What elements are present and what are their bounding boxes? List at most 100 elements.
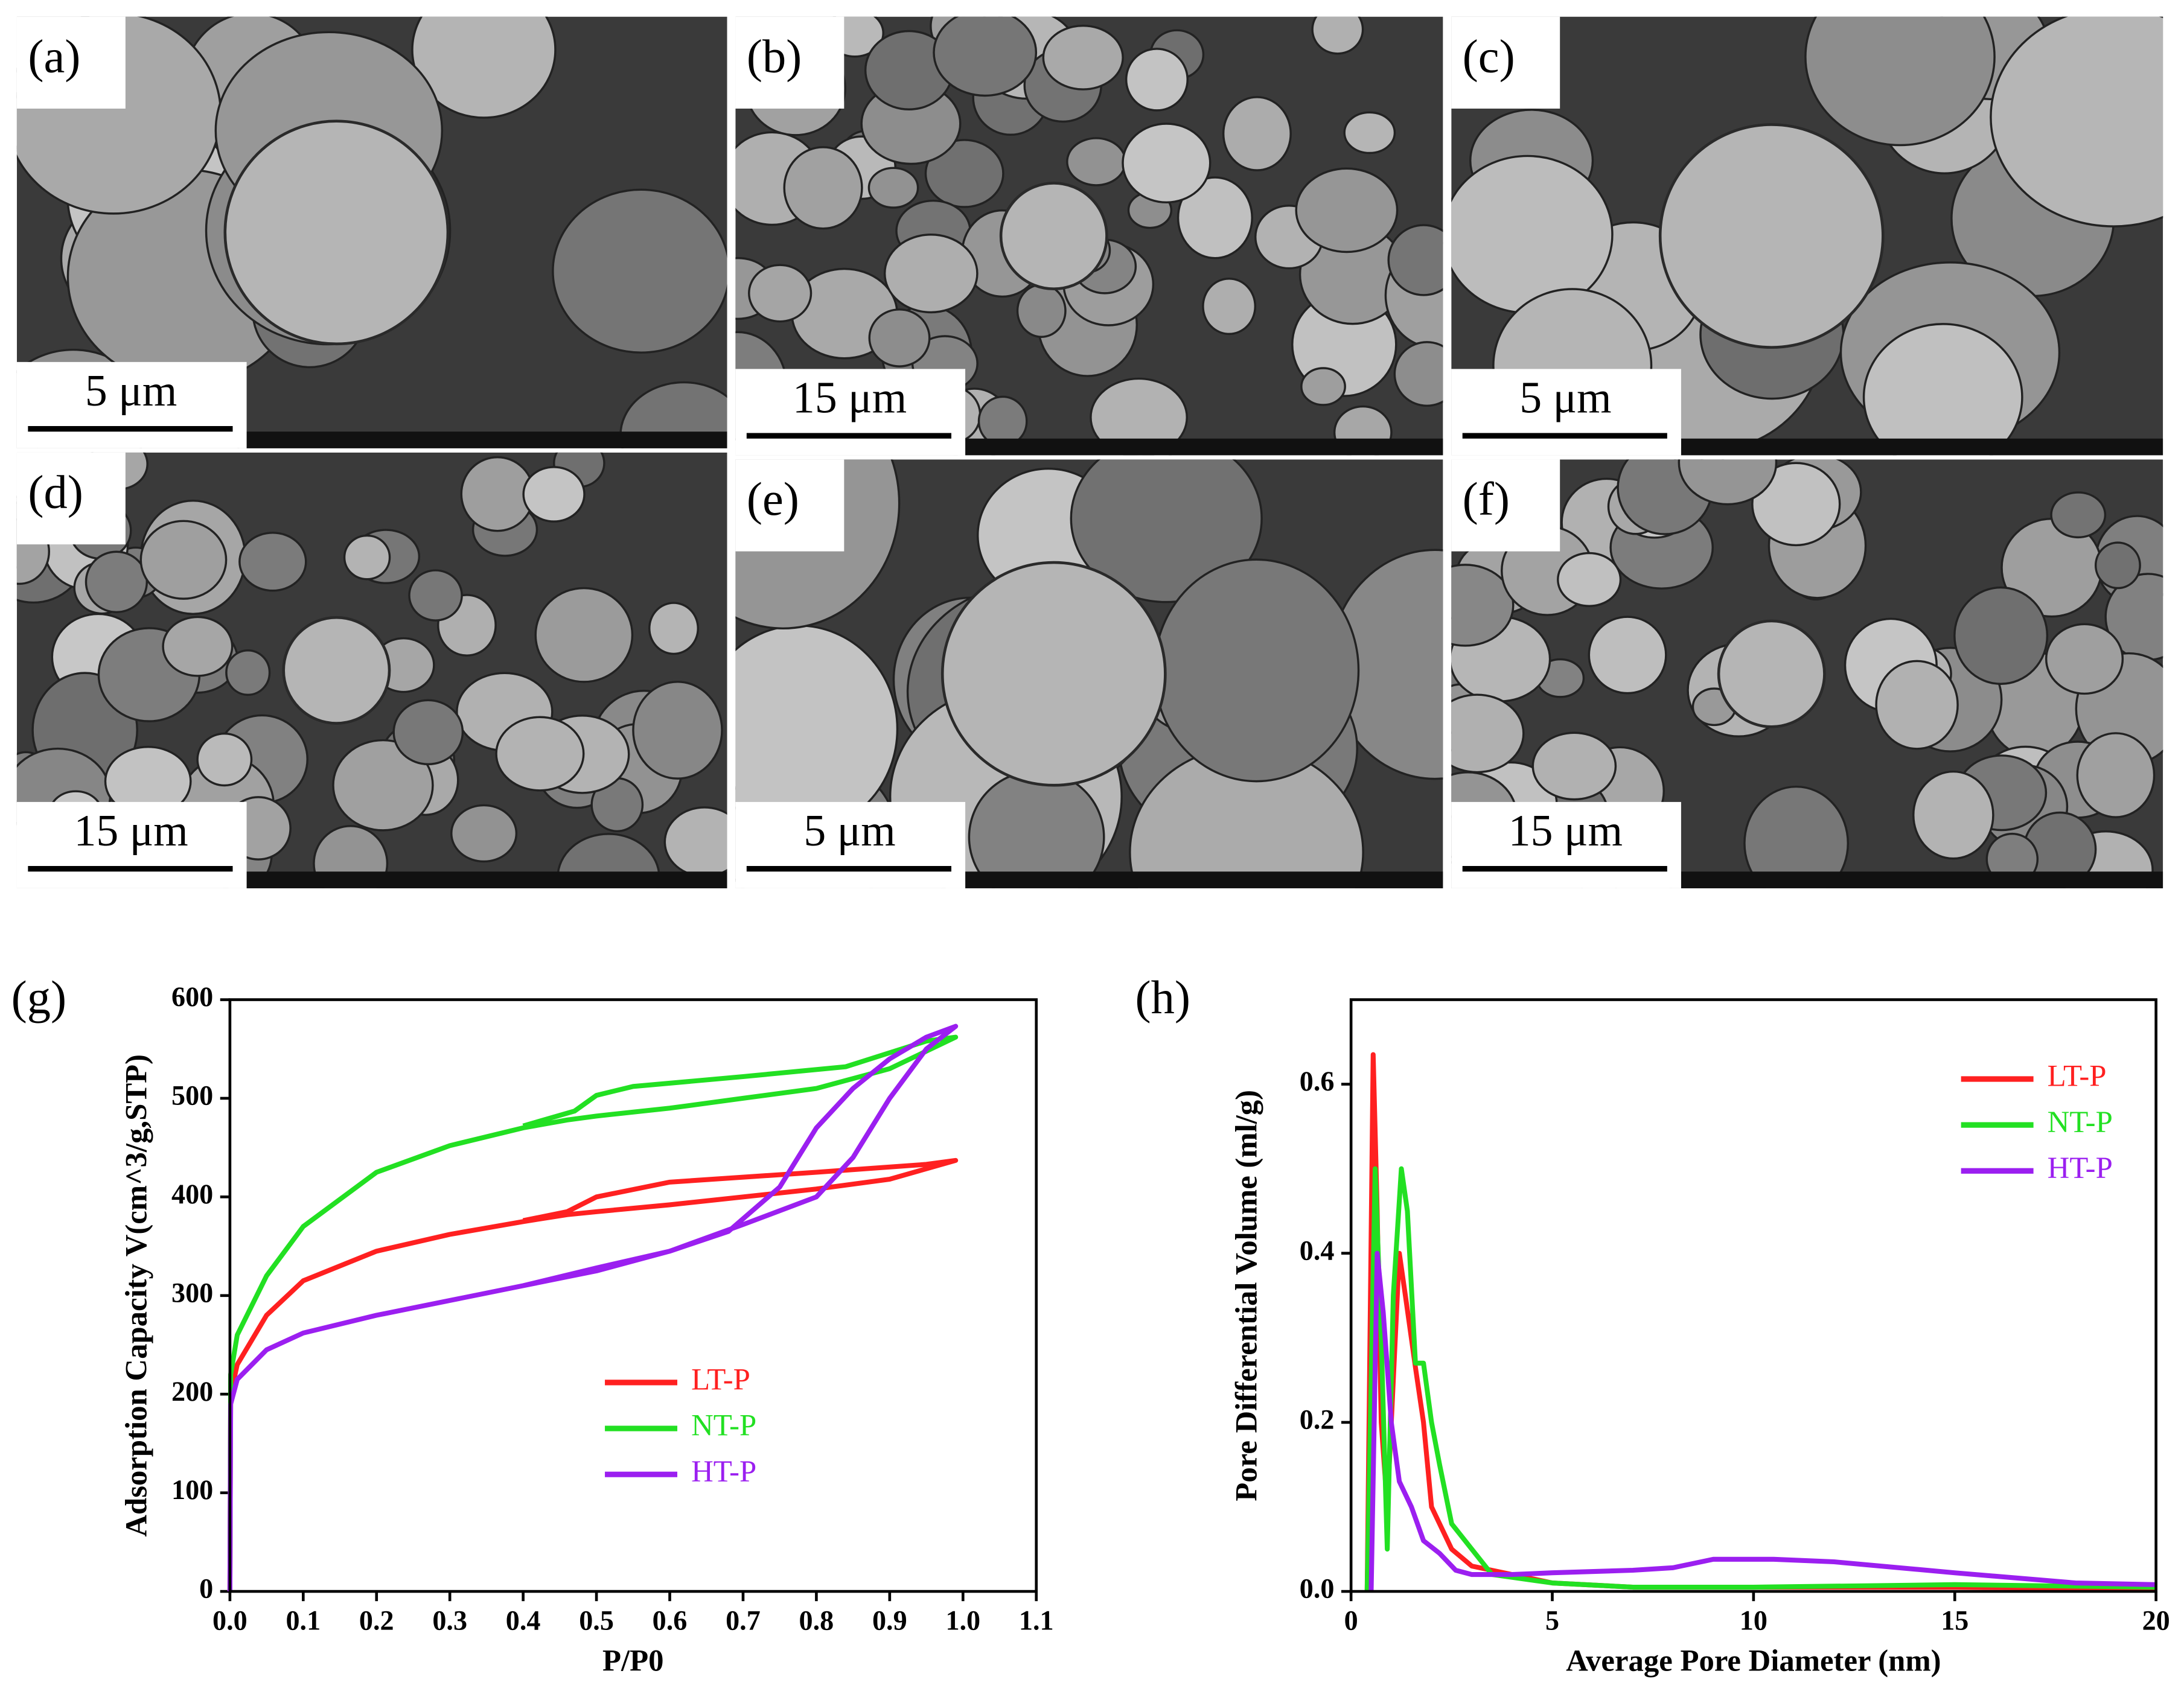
x-tick-label: 0.3 xyxy=(432,1605,467,1636)
info-strip xyxy=(965,871,1443,888)
sem-image: (a) 5 μm xyxy=(16,16,727,448)
particle xyxy=(1016,284,1067,338)
x-tick-label: 0.5 xyxy=(579,1605,614,1636)
particle xyxy=(1300,367,1346,406)
panel-label: (f) xyxy=(1463,473,1510,525)
y-tick-label: 100 xyxy=(171,1474,213,1505)
sem-image: (e) 5 μm xyxy=(735,459,1443,888)
panel-label: (b) xyxy=(747,30,802,83)
scale-box xyxy=(735,369,966,456)
particle xyxy=(2050,491,2107,539)
y-tick-label: 0.0 xyxy=(1300,1573,1335,1604)
x-tick-label: 0.4 xyxy=(506,1605,541,1636)
series-line xyxy=(227,1034,959,1592)
particle xyxy=(1953,586,2049,685)
label-box xyxy=(16,16,126,109)
scale-text: 5 μm xyxy=(1519,373,1611,422)
particle xyxy=(552,188,727,354)
particle xyxy=(1658,123,1885,349)
x-axis-title: P/P0 xyxy=(602,1644,663,1678)
scale-box xyxy=(16,801,247,888)
particle xyxy=(343,534,391,581)
panel-label: (c) xyxy=(1463,30,1515,83)
particle xyxy=(1393,341,1443,407)
sem-image: (f) 15 μm xyxy=(1451,459,2163,888)
particle xyxy=(139,520,228,600)
legend-text: HT-P xyxy=(691,1454,756,1488)
scale-text: 15 μm xyxy=(74,806,188,855)
series-line xyxy=(1368,1250,2156,1592)
particle xyxy=(162,616,234,677)
particle xyxy=(238,532,307,592)
x-tick-label: 20 xyxy=(2142,1605,2170,1636)
x-tick-label: 0 xyxy=(1344,1605,1358,1636)
particle xyxy=(1125,48,1189,112)
series-line xyxy=(227,1157,959,1592)
particle xyxy=(2076,732,2156,818)
particle xyxy=(522,466,586,523)
particle xyxy=(1743,785,1850,888)
particle xyxy=(1990,16,2163,228)
particle xyxy=(783,146,863,230)
scale-box xyxy=(1451,801,1681,888)
particle xyxy=(196,732,253,787)
x-tick-label: 0.2 xyxy=(359,1605,394,1636)
particle xyxy=(1557,552,1622,607)
info-strip xyxy=(965,438,1443,456)
particle xyxy=(977,395,1028,447)
y-tick-label: 0 xyxy=(199,1573,213,1604)
particle xyxy=(1451,693,1525,774)
particle xyxy=(940,561,1167,787)
series-line xyxy=(1364,1166,2156,1592)
sem-image: (c) 5 μm xyxy=(1451,16,2163,456)
particle xyxy=(1066,137,1127,186)
panel-label: (g) xyxy=(11,971,66,1024)
particle xyxy=(924,139,1004,208)
particle xyxy=(1387,224,1443,296)
particle xyxy=(1153,558,1360,783)
label-box xyxy=(735,16,845,109)
label-box xyxy=(1451,459,1560,552)
particle xyxy=(1222,96,1292,171)
panel-label: (e) xyxy=(747,473,799,525)
x-tick-label: 1.1 xyxy=(1019,1605,1054,1636)
particle xyxy=(1122,123,1212,204)
particle xyxy=(1717,619,1826,728)
particle xyxy=(1202,278,1257,336)
legend-text: LT-P xyxy=(691,1363,750,1396)
x-tick-label: 1.0 xyxy=(945,1605,980,1636)
plot-frame xyxy=(1349,998,2157,1593)
series-line xyxy=(1364,1052,2156,1592)
particle xyxy=(1588,616,1667,695)
label-box xyxy=(1451,16,1560,109)
panel-label: (d) xyxy=(28,466,83,518)
x-tick-label: 5 xyxy=(1545,1605,1559,1636)
label-box xyxy=(735,459,845,552)
info-strip xyxy=(1681,871,2163,888)
x-tick-label: 0.6 xyxy=(653,1605,688,1636)
sem-image: (b) 15 μm xyxy=(735,16,1443,456)
x-tick-label: 10 xyxy=(1740,1605,1767,1636)
particle xyxy=(392,699,464,766)
legend-text: NT-P xyxy=(691,1409,756,1442)
y-axis-title: Adsorption Capacity V(cm^3/g,STP) xyxy=(120,1054,153,1537)
particle xyxy=(735,625,899,833)
info-strip xyxy=(246,431,727,448)
particle xyxy=(450,804,518,863)
scale-box xyxy=(1451,369,1681,456)
particle xyxy=(1042,24,1124,91)
particle xyxy=(495,716,585,792)
y-tick-label: 0.4 xyxy=(1300,1235,1335,1265)
y-axis-title: Pore Differential Volume (ml/g) xyxy=(1229,1090,1263,1501)
y-tick-label: 300 xyxy=(171,1277,213,1308)
y-tick-label: 0.6 xyxy=(1300,1066,1335,1097)
x-tick-label: 15 xyxy=(1941,1605,1968,1636)
particle xyxy=(999,182,1108,291)
x-tick-label: 0.9 xyxy=(872,1605,907,1636)
scale-box xyxy=(735,801,966,888)
particle xyxy=(1295,167,1399,253)
x-axis-title: Average Pore Diameter (nm) xyxy=(1566,1644,1941,1678)
particle xyxy=(1751,462,1841,547)
particle xyxy=(225,649,271,696)
